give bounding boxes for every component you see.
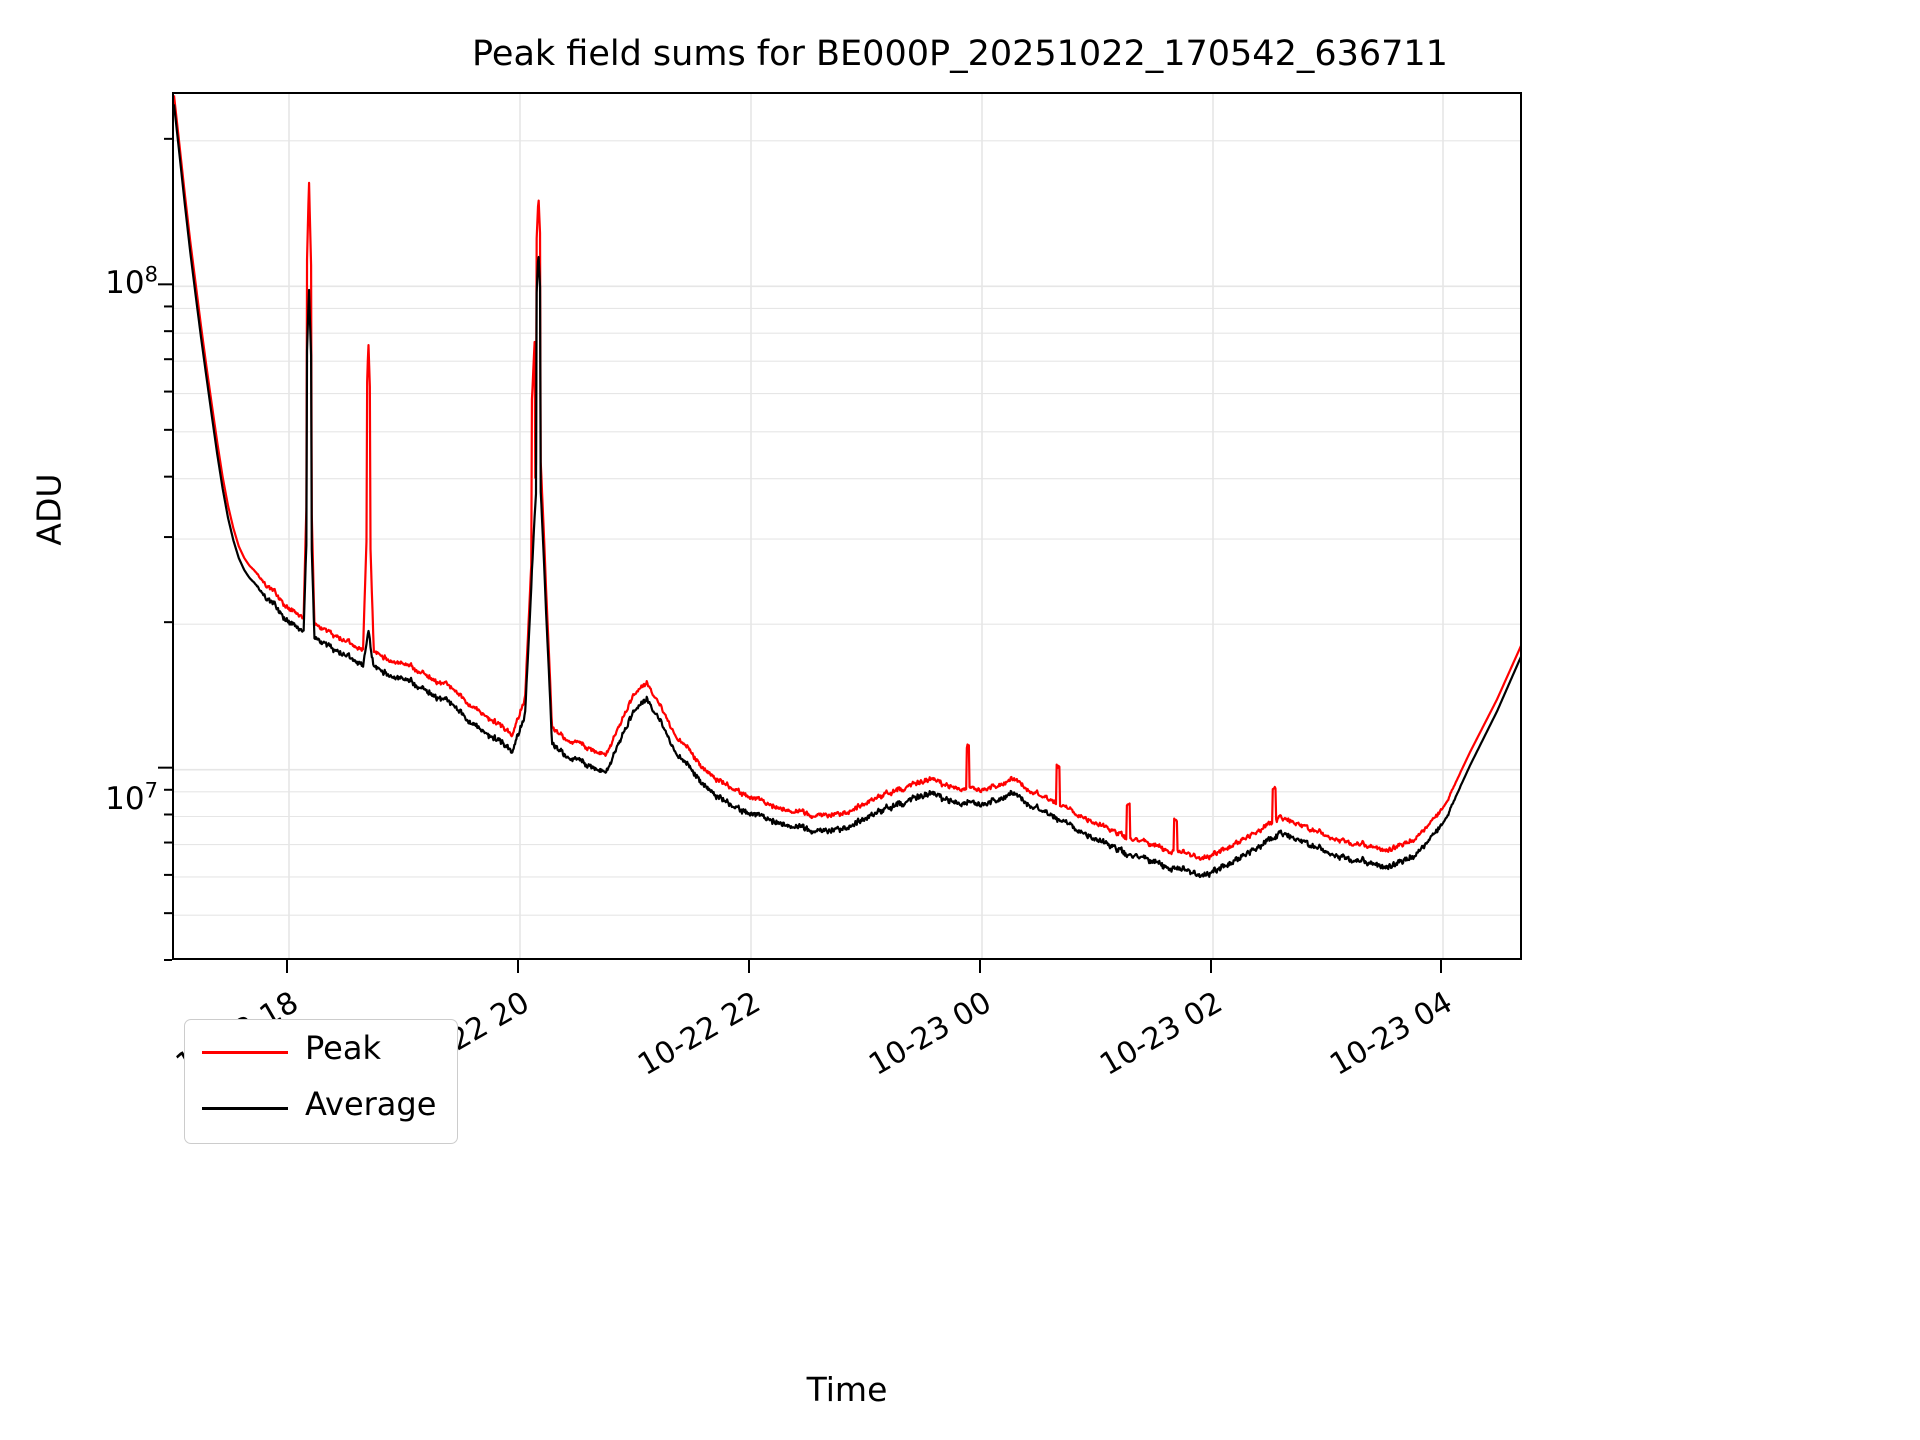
legend-label: Average (305, 1085, 437, 1123)
legend-line-average (202, 1107, 288, 1110)
series-line-average (174, 104, 1520, 879)
legend-label: Peak (305, 1029, 381, 1067)
plot-area (172, 92, 1522, 960)
y-tick-label: 108 (105, 262, 158, 301)
legend-line-peak (202, 1051, 288, 1054)
gridlines (174, 94, 1520, 958)
data-series-layer (174, 95, 1520, 879)
x-axis-label: Time (806, 1370, 888, 1409)
plot-svg (174, 94, 1520, 958)
page-title: Peak field sums for BE000P_20251022_1705… (472, 34, 1448, 74)
series-line-peak (174, 95, 1520, 861)
y-axis-label: ADU (29, 473, 69, 546)
x-tick-label: 10-23 02 (1094, 985, 1229, 1083)
legend: Peak Average (184, 1019, 458, 1144)
x-tick-label: 10-23 04 (1324, 985, 1459, 1083)
legend-item-peak: Peak (185, 1026, 457, 1078)
legend-item-average: Average (185, 1082, 457, 1134)
x-tick-label: 10-23 00 (863, 985, 998, 1083)
x-tick-label: 10-22 22 (632, 985, 767, 1083)
y-tick-label: 107 (105, 778, 158, 817)
